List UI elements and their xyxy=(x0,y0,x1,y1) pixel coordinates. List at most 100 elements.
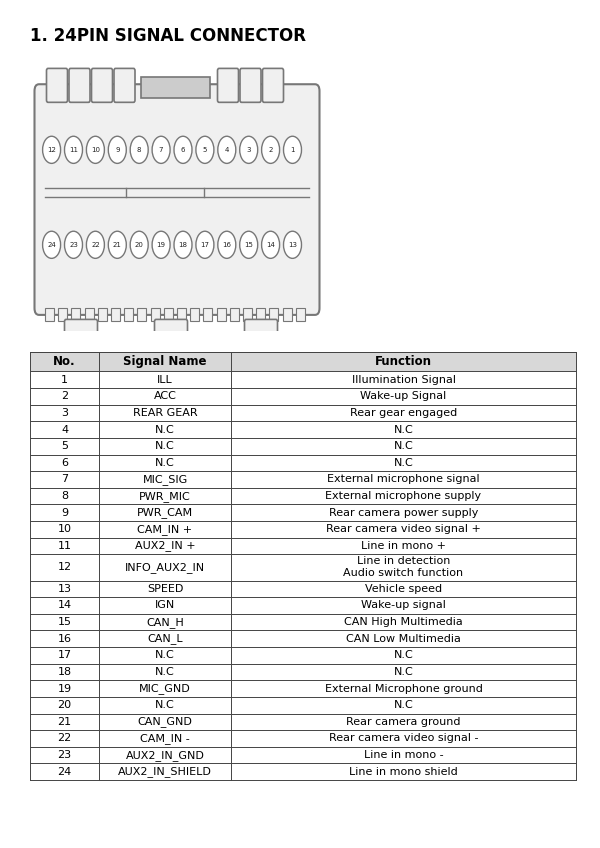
Circle shape xyxy=(152,232,170,259)
Text: 3: 3 xyxy=(247,147,251,153)
Bar xyxy=(231,455,576,471)
Bar xyxy=(231,664,576,680)
Text: 4: 4 xyxy=(61,425,68,434)
Text: 3: 3 xyxy=(61,408,68,418)
Text: MIC_SIG: MIC_SIG xyxy=(142,474,188,485)
Bar xyxy=(99,471,231,488)
FancyBboxPatch shape xyxy=(263,69,284,103)
Text: Line in mono +: Line in mono + xyxy=(361,541,446,551)
Text: 9: 9 xyxy=(61,508,68,517)
Bar xyxy=(30,664,99,680)
Bar xyxy=(231,488,576,505)
Bar xyxy=(30,581,99,597)
Text: Function: Function xyxy=(375,355,432,368)
Text: 1. 24PIN SIGNAL CONNECTOR: 1. 24PIN SIGNAL CONNECTOR xyxy=(30,27,306,45)
Text: Line in mono shield: Line in mono shield xyxy=(349,767,458,777)
Bar xyxy=(85,308,94,321)
Text: N.C: N.C xyxy=(155,441,175,451)
Text: 10: 10 xyxy=(91,147,100,153)
Circle shape xyxy=(240,137,258,164)
Bar xyxy=(99,555,231,581)
Bar xyxy=(99,352,231,371)
Text: 17: 17 xyxy=(58,650,71,661)
Bar xyxy=(30,555,99,581)
Bar xyxy=(99,697,231,713)
Bar xyxy=(99,371,231,388)
Text: 6: 6 xyxy=(61,458,68,468)
Bar xyxy=(231,538,576,555)
Text: 14: 14 xyxy=(266,242,275,248)
Text: 10: 10 xyxy=(58,524,71,534)
Text: N.C: N.C xyxy=(155,458,175,468)
Text: 11: 11 xyxy=(58,541,71,551)
FancyBboxPatch shape xyxy=(218,69,239,103)
Text: 5: 5 xyxy=(203,147,207,153)
Bar xyxy=(256,308,265,321)
Text: 21: 21 xyxy=(58,717,71,727)
Bar xyxy=(71,308,80,321)
Bar xyxy=(231,697,576,713)
Bar xyxy=(99,488,231,505)
Text: 6: 6 xyxy=(181,147,185,153)
Circle shape xyxy=(130,137,148,164)
Circle shape xyxy=(43,137,61,164)
Text: No.: No. xyxy=(53,355,76,368)
Bar xyxy=(203,308,212,321)
Bar xyxy=(231,505,576,521)
Circle shape xyxy=(65,232,83,259)
Bar xyxy=(231,597,576,614)
FancyBboxPatch shape xyxy=(240,69,261,103)
Text: External microphone signal: External microphone signal xyxy=(327,475,480,484)
Text: REAR GEAR: REAR GEAR xyxy=(133,408,197,418)
Text: 11: 11 xyxy=(69,147,78,153)
Text: 7: 7 xyxy=(159,147,163,153)
Circle shape xyxy=(218,232,236,259)
Circle shape xyxy=(284,232,302,259)
Bar xyxy=(99,730,231,747)
Circle shape xyxy=(174,232,192,259)
Bar xyxy=(231,421,576,438)
Text: 19: 19 xyxy=(157,242,166,248)
Circle shape xyxy=(218,137,236,164)
Text: AUX2_IN +: AUX2_IN + xyxy=(134,540,196,551)
Bar xyxy=(231,404,576,421)
Text: Illumination Signal: Illumination Signal xyxy=(352,375,455,385)
Text: CAM_IN +: CAM_IN + xyxy=(137,524,193,535)
Text: 22: 22 xyxy=(58,734,71,744)
Circle shape xyxy=(65,137,83,164)
Bar xyxy=(99,388,231,404)
Text: 20: 20 xyxy=(135,242,143,248)
Bar xyxy=(99,763,231,780)
Bar xyxy=(30,371,99,388)
Bar xyxy=(99,538,231,555)
Text: 1: 1 xyxy=(290,147,295,153)
FancyBboxPatch shape xyxy=(155,320,187,355)
Bar xyxy=(30,421,99,438)
Text: N.C: N.C xyxy=(394,441,413,451)
Text: CAN_H: CAN_H xyxy=(146,616,184,628)
Bar xyxy=(30,647,99,664)
Bar xyxy=(30,455,99,471)
Bar xyxy=(164,308,173,321)
Text: 1: 1 xyxy=(61,375,68,385)
Text: External microphone supply: External microphone supply xyxy=(325,491,482,501)
Text: PWR_MIC: PWR_MIC xyxy=(139,491,191,501)
Bar xyxy=(231,521,576,538)
Bar xyxy=(177,308,186,321)
Bar xyxy=(243,308,252,321)
Text: Rear camera power supply: Rear camera power supply xyxy=(329,508,478,517)
Bar xyxy=(217,308,226,321)
Text: 12: 12 xyxy=(58,562,71,572)
Bar xyxy=(231,614,576,630)
Text: 23: 23 xyxy=(58,750,71,760)
Circle shape xyxy=(262,137,280,164)
Bar xyxy=(99,455,231,471)
Text: 4: 4 xyxy=(224,147,229,153)
Text: 15: 15 xyxy=(58,617,71,627)
Text: 23: 23 xyxy=(69,242,78,248)
Text: Rear camera video signal -: Rear camera video signal - xyxy=(329,734,478,744)
Text: AUX2_IN_GND: AUX2_IN_GND xyxy=(125,750,205,761)
Circle shape xyxy=(109,232,127,259)
Bar xyxy=(230,308,239,321)
Circle shape xyxy=(174,137,192,164)
